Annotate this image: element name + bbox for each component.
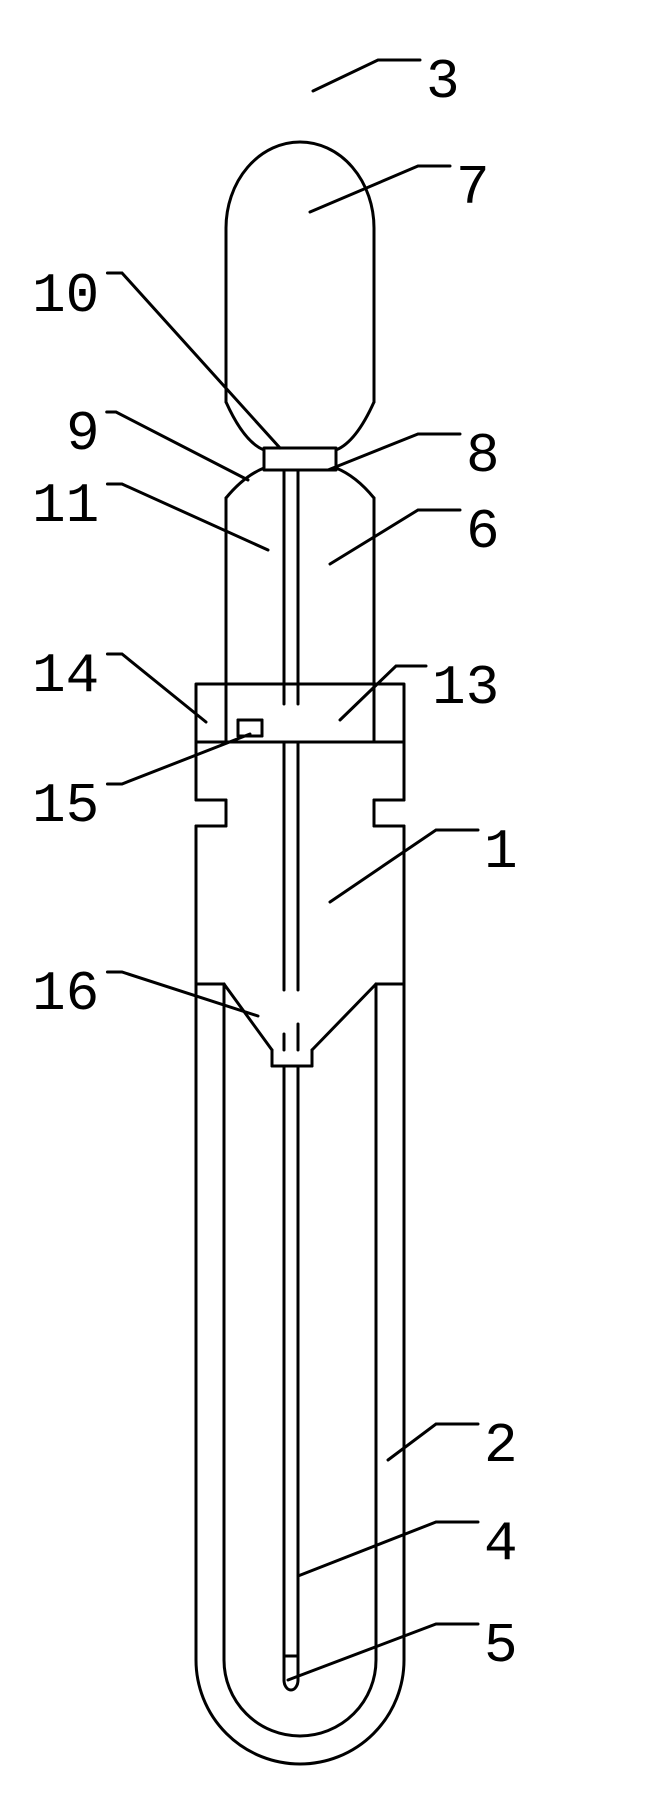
callout-label-13: 13 [432, 660, 499, 716]
leader-line-11 [107, 484, 268, 550]
leader-line-3 [313, 60, 420, 91]
leader-line-4 [298, 1522, 478, 1576]
callout-label-9: 9 [66, 406, 100, 462]
leader-line-2 [388, 1424, 478, 1460]
callout-label-16: 16 [32, 966, 99, 1022]
callout-label-10: 10 [32, 268, 99, 324]
callout-label-6: 6 [466, 504, 500, 560]
leader-line-9 [107, 412, 248, 480]
callout-label-5: 5 [484, 1618, 518, 1674]
leader-line-7 [310, 166, 450, 212]
callout-label-14: 14 [32, 648, 99, 704]
leader-line-13 [340, 666, 426, 720]
callout-label-7: 7 [456, 160, 490, 216]
leader-line-15 [107, 734, 250, 784]
callout-label-4: 4 [484, 1516, 518, 1572]
callout-label-15: 15 [32, 778, 99, 834]
leader-line-16 [107, 972, 258, 1016]
callout-label-8: 8 [466, 428, 500, 484]
callout-label-2: 2 [484, 1418, 518, 1474]
leader-line-5 [288, 1624, 478, 1680]
callout-label-11: 11 [32, 478, 99, 534]
callout-label-1: 1 [484, 824, 518, 880]
leader-line-8 [328, 434, 460, 470]
leader-lines [107, 60, 478, 1680]
leader-line-14 [107, 654, 206, 722]
leader-line-6 [330, 510, 460, 564]
callout-label-3: 3 [426, 54, 460, 110]
